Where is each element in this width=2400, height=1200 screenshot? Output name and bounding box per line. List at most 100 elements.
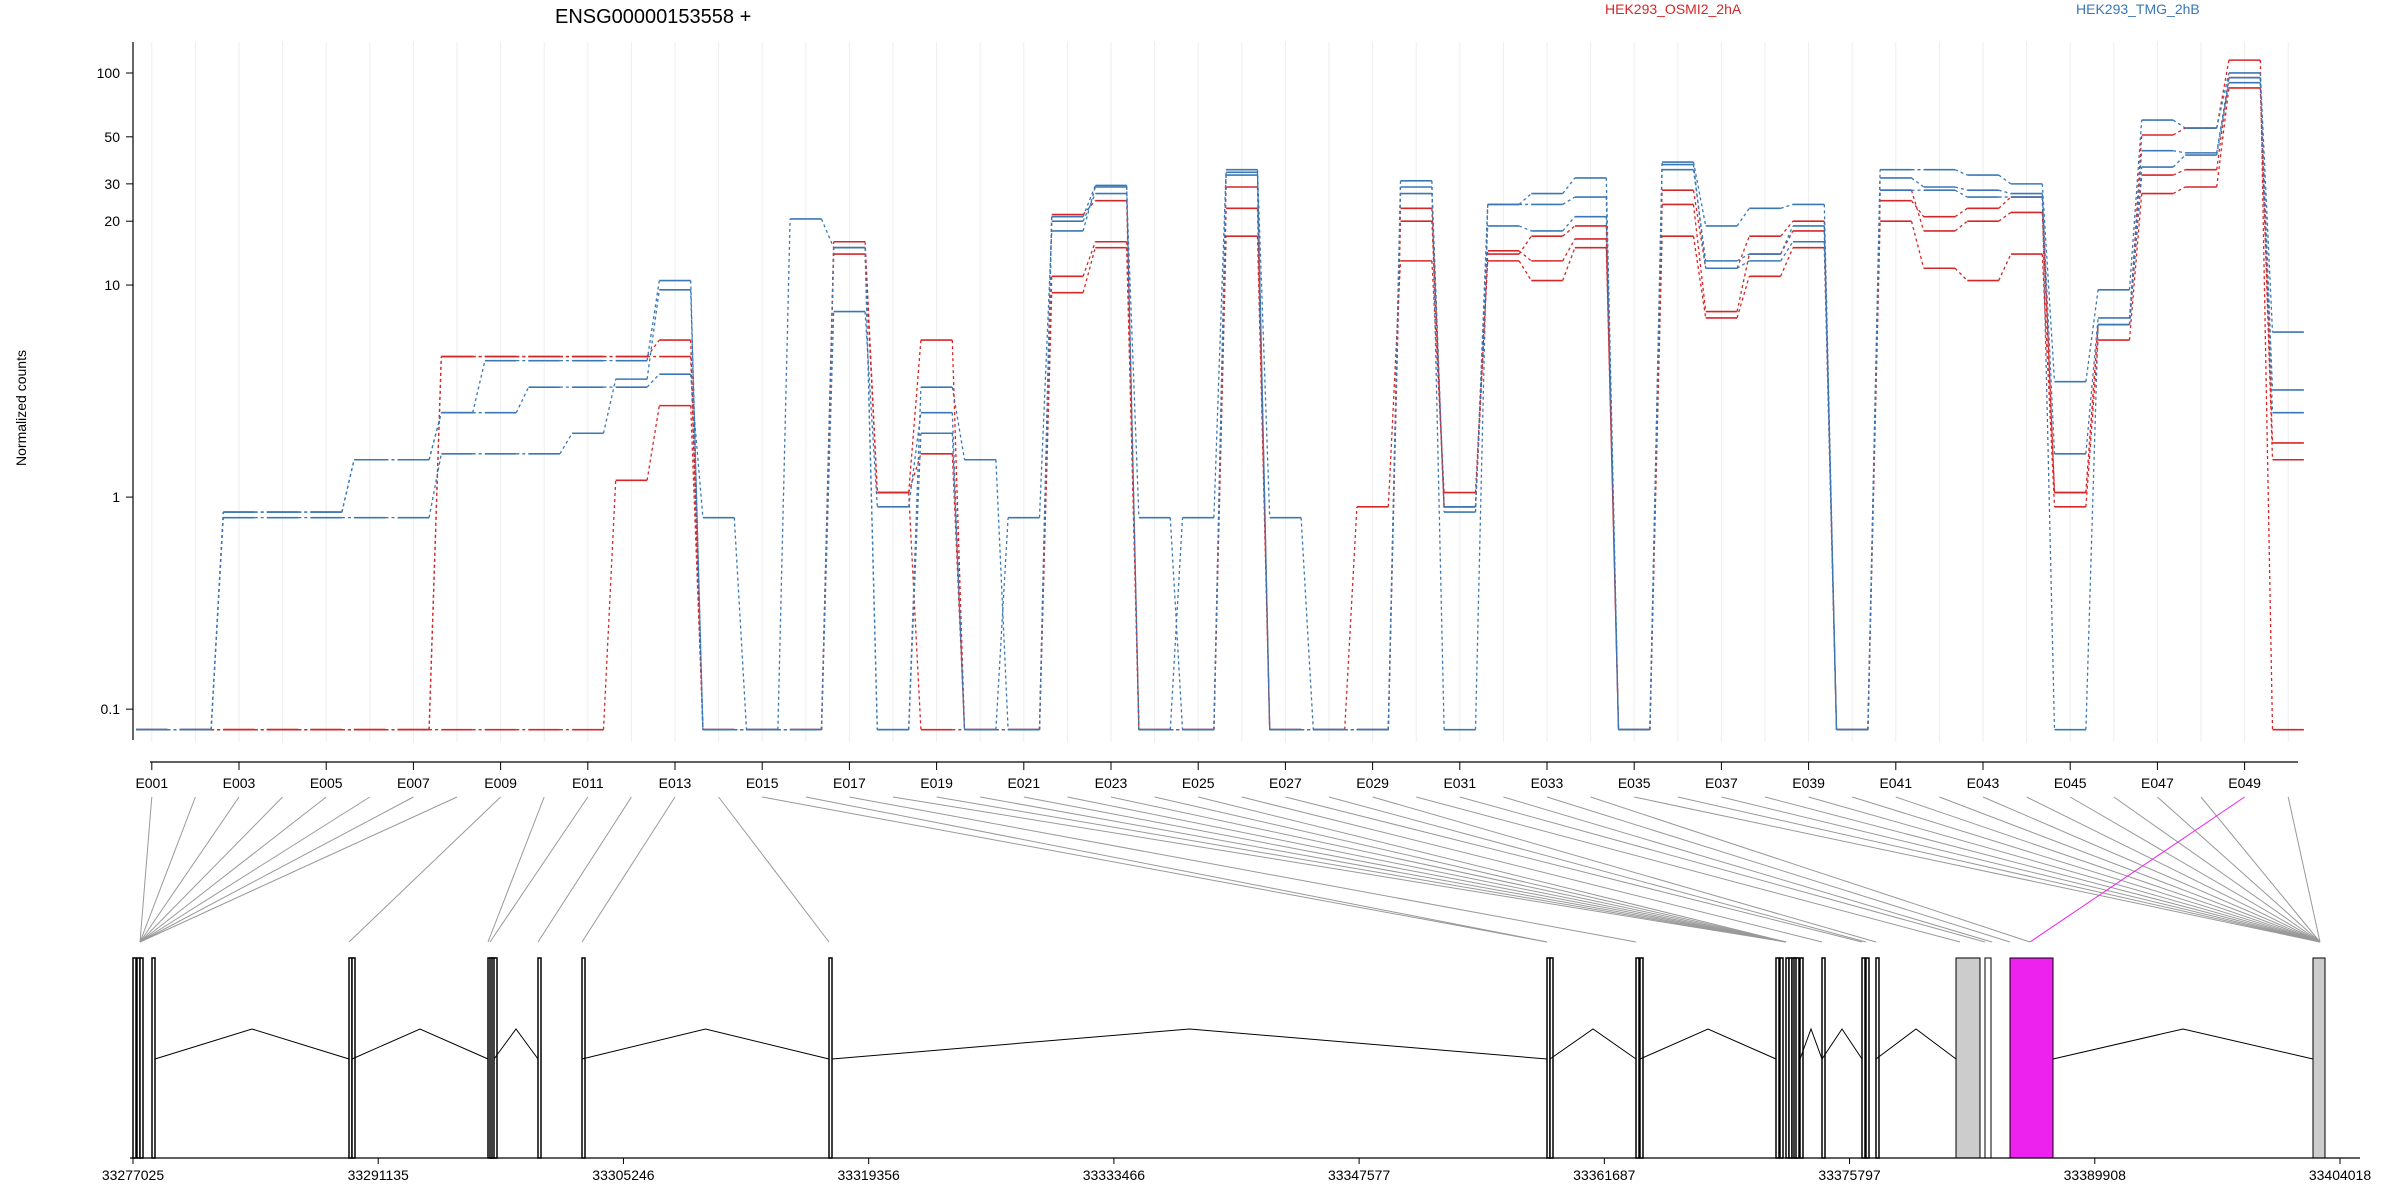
connector-E026 xyxy=(1241,796,1823,943)
connector-E044 xyxy=(2026,796,2321,943)
x-tick-label-E003: E003 xyxy=(223,775,256,791)
series-connector xyxy=(1692,190,1707,269)
series-connector xyxy=(1518,225,1532,232)
series-connector xyxy=(2041,212,2056,493)
series-connector xyxy=(820,311,835,730)
series-connector xyxy=(646,373,660,388)
series-connector xyxy=(1562,225,1576,237)
series-connector xyxy=(1431,186,1445,513)
x-tick-label-E033: E033 xyxy=(1531,775,1564,791)
series-connector xyxy=(1387,180,1402,730)
connector-E023 xyxy=(1110,796,1787,943)
series-connector xyxy=(733,517,748,730)
series-connector xyxy=(1780,203,1794,209)
genome-tick-label: 33319356 xyxy=(838,1167,901,1183)
series-connector xyxy=(690,280,704,730)
x-tick-label-E019: E019 xyxy=(920,775,953,791)
series-connector xyxy=(1518,260,1532,281)
connector-E048 xyxy=(2200,796,2321,943)
series-connector xyxy=(1736,260,1750,269)
series-connector xyxy=(602,480,617,730)
exon-box xyxy=(1779,957,1784,1159)
series-connector xyxy=(908,387,922,730)
series-connector xyxy=(2041,254,2056,507)
series-connector xyxy=(1562,177,1576,194)
x-tick-label-E027: E027 xyxy=(1269,775,1302,791)
series-connector xyxy=(2085,324,2099,730)
series-connector xyxy=(1736,253,1750,312)
connector-E028 xyxy=(1328,796,1867,943)
connector-E019 xyxy=(936,796,1787,943)
series-connector xyxy=(1256,175,1271,730)
series-connector xyxy=(2259,77,2274,391)
connector-E046 xyxy=(2113,796,2321,943)
genome-tick-label: 33389908 xyxy=(2064,1167,2127,1183)
x-tick-label-E017: E017 xyxy=(833,775,866,791)
series-connector xyxy=(908,492,922,730)
series-connector xyxy=(646,289,660,380)
series-connector xyxy=(341,459,355,513)
x-tick-label-E023: E023 xyxy=(1095,775,1128,791)
series-connector xyxy=(2085,317,2099,454)
series-connector xyxy=(1082,193,1096,222)
exon-box xyxy=(139,957,144,1159)
connector-E024 xyxy=(1154,796,1787,943)
x-tick-label-E009: E009 xyxy=(484,775,517,791)
connector-E041 xyxy=(1895,796,2321,943)
connector-E037 xyxy=(1721,796,2321,943)
series-connector xyxy=(1649,162,1663,730)
series-connector xyxy=(1082,247,1096,293)
series-connector xyxy=(2172,119,2186,129)
exon-connectors xyxy=(139,796,2321,943)
exon-box-highlight xyxy=(2009,957,2054,1159)
series-connector xyxy=(777,218,791,730)
series-connector xyxy=(2085,324,2099,493)
connector-E025 xyxy=(1198,796,1787,943)
y-axis-ticks: 0.1 1 10 20 30 50 100 xyxy=(97,65,133,717)
x-tick-label-E021: E021 xyxy=(1007,775,1040,791)
series-connector xyxy=(1954,169,1968,176)
x-tick-label-E015: E015 xyxy=(746,775,779,791)
x-tick-label-E001: E001 xyxy=(135,775,168,791)
connector-E005 xyxy=(139,796,327,943)
series-connector xyxy=(1474,260,1489,493)
series-connector xyxy=(1562,247,1576,281)
x-tick-label-E005: E005 xyxy=(310,775,343,791)
series-connector xyxy=(2172,127,2186,136)
series-connector xyxy=(2172,186,2186,195)
exon-box-large xyxy=(2312,957,2326,1159)
series-connector xyxy=(1518,193,1532,205)
connector-E011 xyxy=(489,796,589,943)
y-axis-label: Normalized counts xyxy=(13,350,29,466)
intron-line xyxy=(581,1028,830,1060)
intron-line xyxy=(351,1028,489,1060)
series-connector xyxy=(1213,172,1227,730)
connector-E027 xyxy=(1285,796,1863,943)
series-connector xyxy=(908,340,922,493)
series-connector xyxy=(1780,230,1794,255)
series-connector xyxy=(1780,220,1794,237)
series-connector xyxy=(2128,134,2143,325)
x-tick-label-E047: E047 xyxy=(2141,775,2174,791)
exon-box-large xyxy=(1955,957,1981,1159)
series-connector xyxy=(1605,197,1620,730)
series-connector xyxy=(1692,236,1707,318)
series-connector xyxy=(646,405,660,481)
series-connector xyxy=(428,453,442,518)
x-tick-label-E045: E045 xyxy=(2054,775,2087,791)
y-tick-label: 1 xyxy=(112,489,120,505)
y-tick-label: 100 xyxy=(97,65,121,81)
series-connector xyxy=(1605,216,1620,730)
series-connector xyxy=(1736,207,1750,227)
connector-E014 xyxy=(718,796,830,943)
series-1 xyxy=(136,87,2304,731)
series-connector xyxy=(1911,177,1925,188)
series-connector xyxy=(1780,247,1794,277)
legend-label-tmg: HEK293_TMG_2hB xyxy=(2076,1,2200,17)
connector-E017 xyxy=(849,796,1637,943)
series-connector xyxy=(951,433,966,730)
series-connector xyxy=(864,241,878,493)
x-tick-label-E029: E029 xyxy=(1356,775,1389,791)
series-connector xyxy=(210,512,224,730)
connector-E020 xyxy=(980,796,1787,943)
